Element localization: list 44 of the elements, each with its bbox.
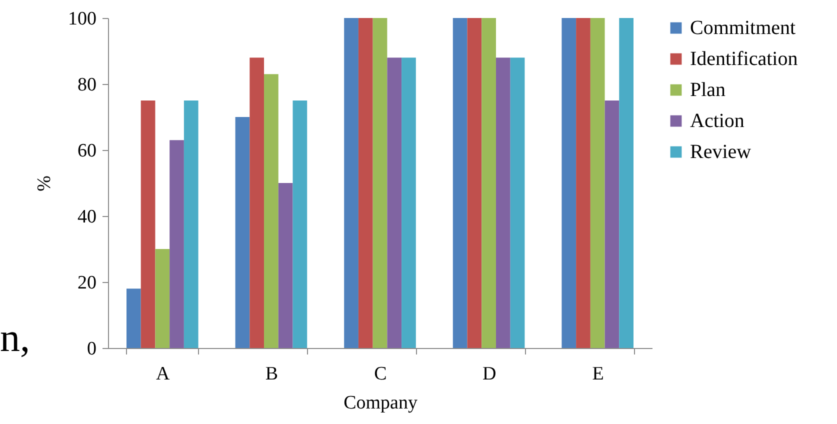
bar [126,288,141,348]
legend-label: Identification [690,48,798,70]
bar [235,117,250,348]
bar [358,18,373,348]
bar [510,58,525,348]
y-tick-label: 40 [78,206,96,228]
bar [590,18,605,348]
x-axis-title: Company [344,392,418,414]
x-tick-label: C [374,364,387,384]
bar [264,74,278,348]
bar [140,100,156,348]
bar [344,18,358,348]
bar [452,18,468,348]
bar [387,58,402,348]
bar [576,18,590,348]
bar [604,100,620,348]
y-tick-label: 20 [78,272,96,294]
text: n, [0,315,30,360]
bar [482,18,496,348]
bar [155,249,170,348]
bar [372,18,388,348]
bar [562,18,576,348]
y-tick-label: 0 [87,338,96,360]
y-tick-label: 60 [78,140,96,162]
y-tick-label: 80 [78,74,96,96]
x-tick-label: E [592,364,604,384]
bar [619,18,634,348]
y-axis-title: % [34,175,55,192]
bar [250,58,264,348]
x-tick-label: A [156,364,170,384]
bar [402,58,416,348]
legend-label: Plan [690,79,726,101]
y-tick-label: 100 [68,8,96,30]
bar [278,183,293,348]
bar [496,58,510,348]
x-tick-label: B [265,364,278,384]
bar [467,18,482,348]
x-tick-label: D [482,364,496,384]
legend-label: Action [690,110,744,132]
bar [184,100,198,348]
legend-label: Commitment [690,17,796,39]
bar [292,100,308,348]
legend-label: Review [690,141,752,163]
bar [170,140,184,348]
